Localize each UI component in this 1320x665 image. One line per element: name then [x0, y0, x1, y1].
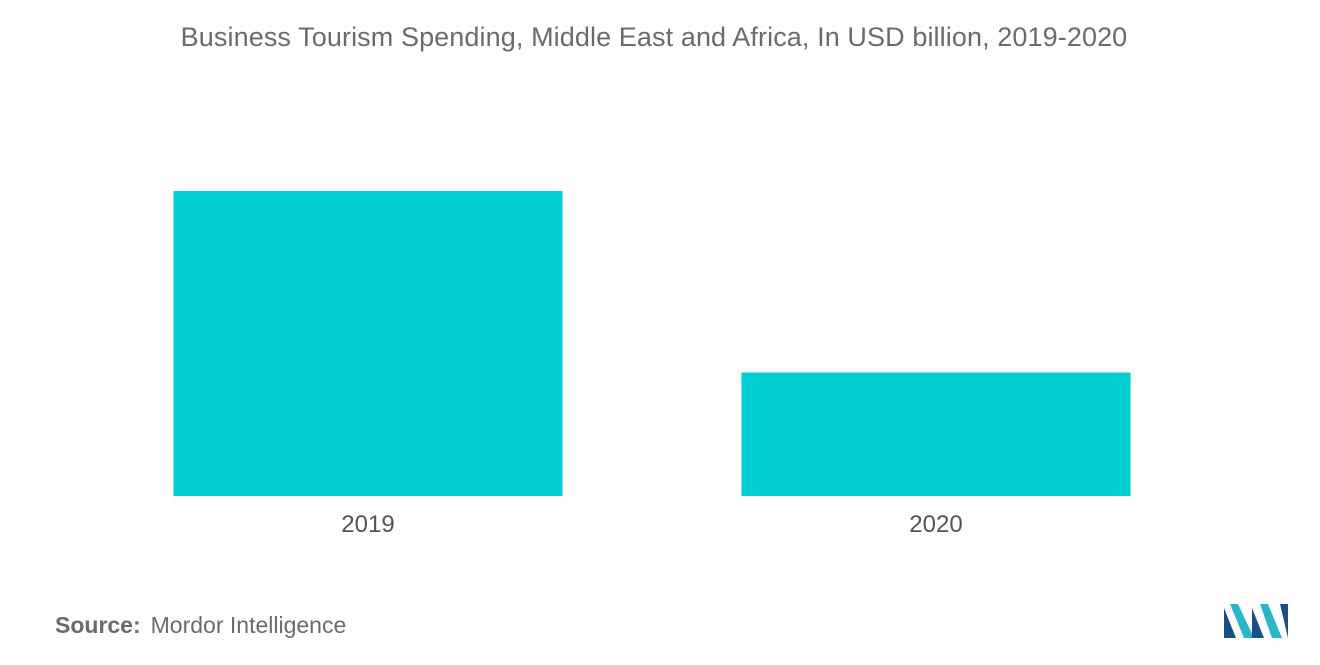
logo-shape-end — [1280, 604, 1288, 638]
logo-shape-mid-right — [1252, 608, 1264, 638]
logo-shape-right — [1260, 604, 1282, 638]
logo-shape-mid-left — [1230, 604, 1254, 638]
source-text: Mordor Intelligence — [150, 612, 347, 638]
logo-shape-left — [1224, 608, 1236, 638]
x-tick-label-2019: 2019 — [341, 511, 394, 538]
bar-2020 — [741, 372, 1131, 496]
mordor-intelligence-logo — [1224, 604, 1288, 638]
source-note: Source: Mordor Intelligence — [55, 612, 346, 639]
bar-2019 — [173, 191, 563, 496]
chart-title: Business Tourism Spending, Middle East a… — [180, 22, 1128, 52]
x-tick-label-2020: 2020 — [909, 511, 962, 538]
source-label: Source: — [55, 612, 141, 638]
